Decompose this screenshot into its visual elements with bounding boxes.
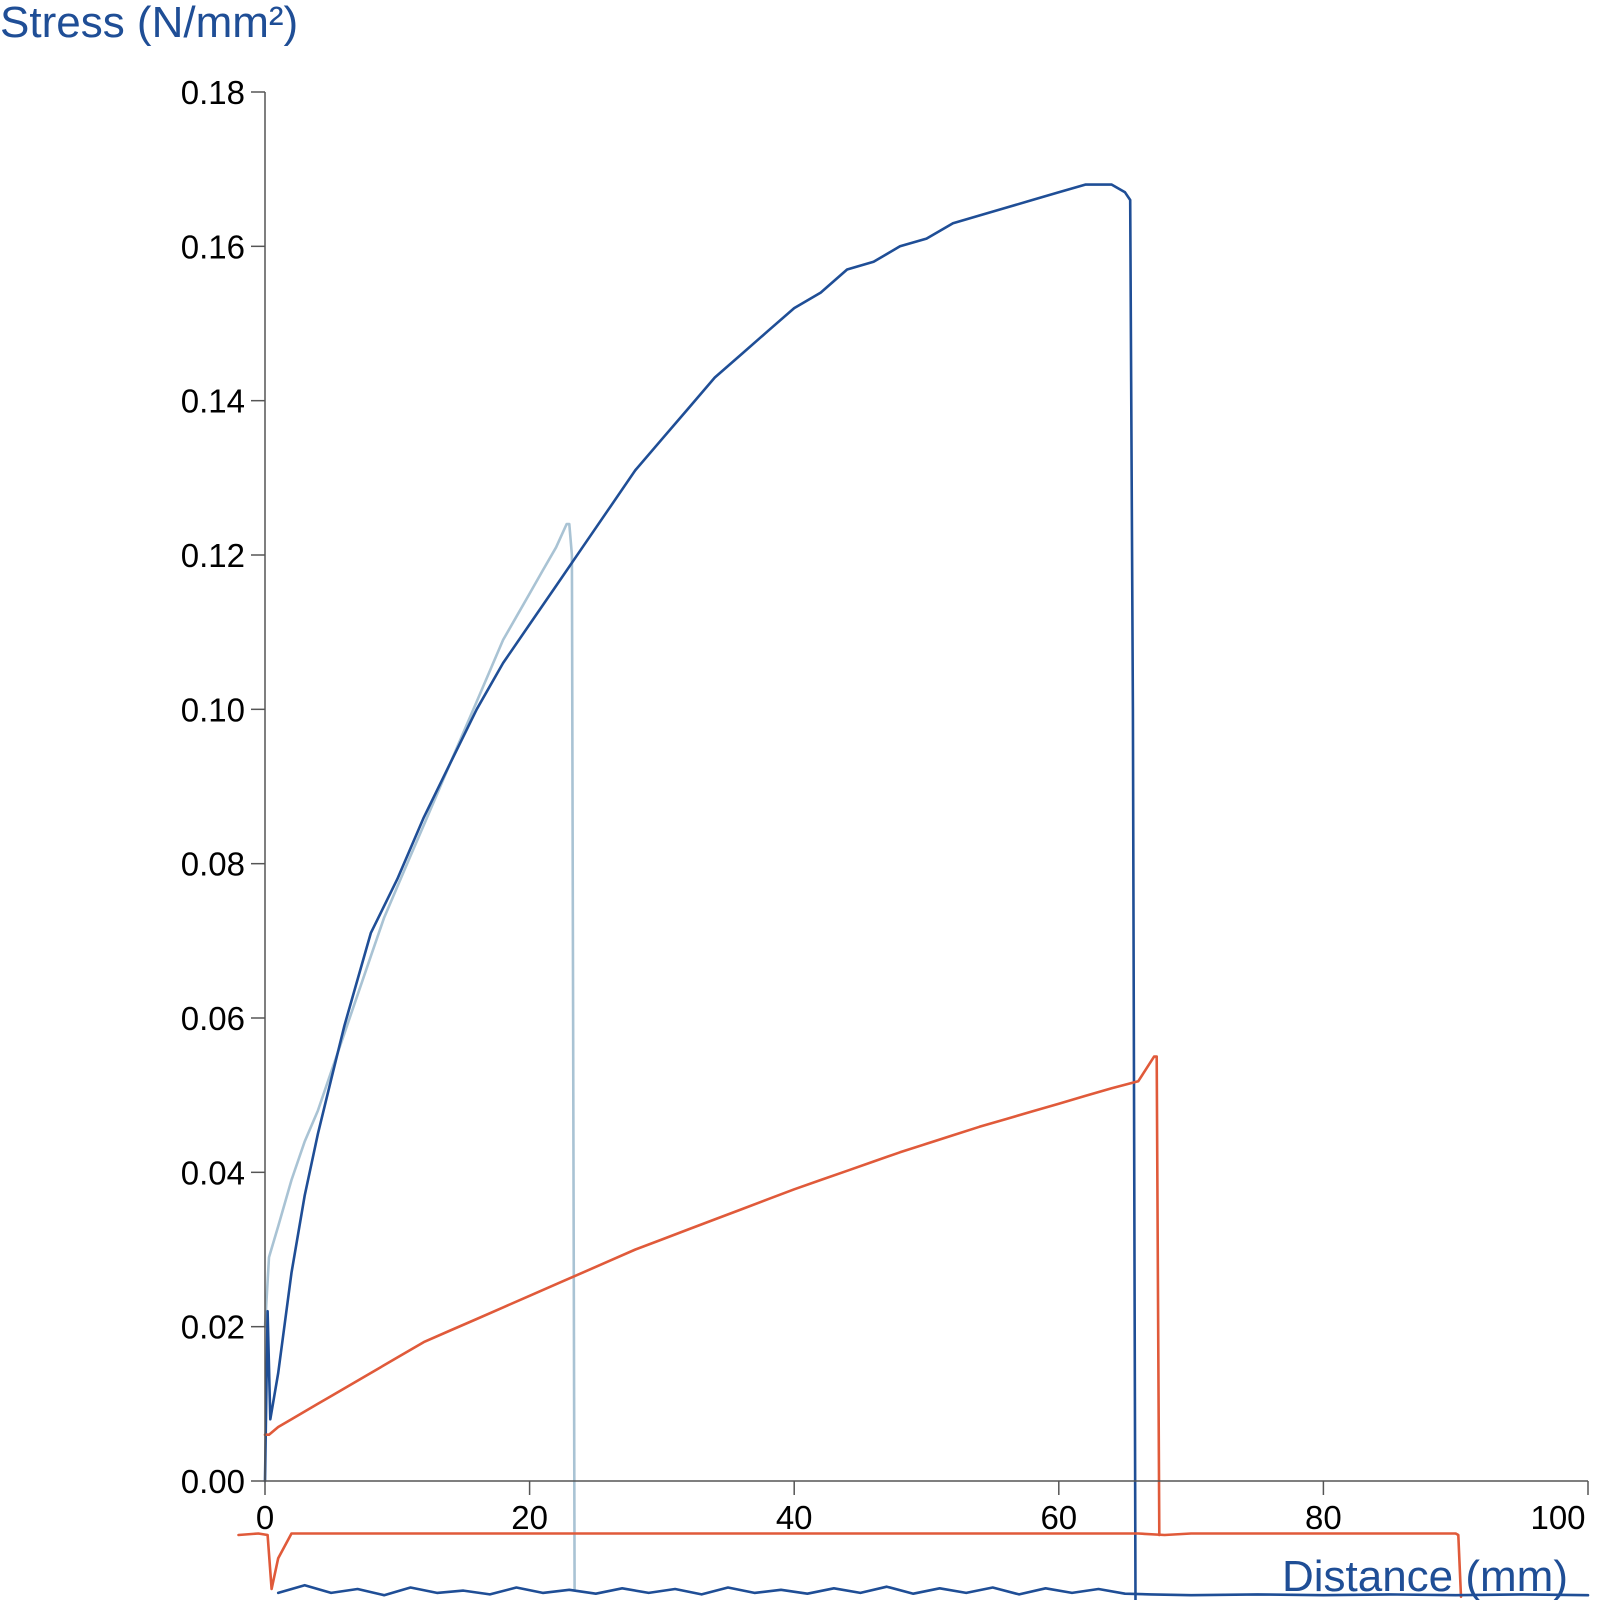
x-tick-label: 60 — [1040, 1499, 1077, 1536]
x-tick-label: 100 — [1530, 1499, 1585, 1536]
x-tick-label: 0 — [256, 1499, 274, 1536]
series-layer — [237, 183, 1590, 1600]
y-axis-title: Stress (N/mm²) — [0, 0, 299, 47]
y-tick-label: 0.10 — [181, 691, 245, 728]
series-line-4 — [237, 1532, 1463, 1599]
y-tick-label: 0.02 — [181, 1309, 245, 1346]
y-tick-label: 0.08 — [181, 846, 245, 883]
y-tick-label: 0.00 — [181, 1463, 245, 1500]
y-tick-label: 0.18 — [181, 74, 245, 111]
x-axis-title: Distance (mm) — [1281, 1552, 1568, 1601]
x-tick-label: 20 — [511, 1499, 548, 1536]
x-tick-label: 80 — [1305, 1499, 1342, 1536]
y-tick-label: 0.12 — [181, 537, 245, 574]
series-line-1 — [263, 522, 576, 1591]
y-tick-label: 0.04 — [181, 1154, 245, 1191]
series-line-3 — [263, 1055, 1161, 1537]
y-tick-label: 0.16 — [181, 228, 245, 265]
x-tick-label: 40 — [776, 1499, 813, 1536]
series-line-5 — [276, 1583, 1590, 1597]
series-line-2 — [263, 183, 1137, 1600]
axes-layer: 0.00 0.02 0.04 0.06 0.08 0.10 0.12 0.14 0.16 0.18… — [181, 74, 1589, 1536]
y-tick-label: 0.06 — [181, 1000, 245, 1037]
y-tick-label: 0.14 — [181, 383, 245, 420]
